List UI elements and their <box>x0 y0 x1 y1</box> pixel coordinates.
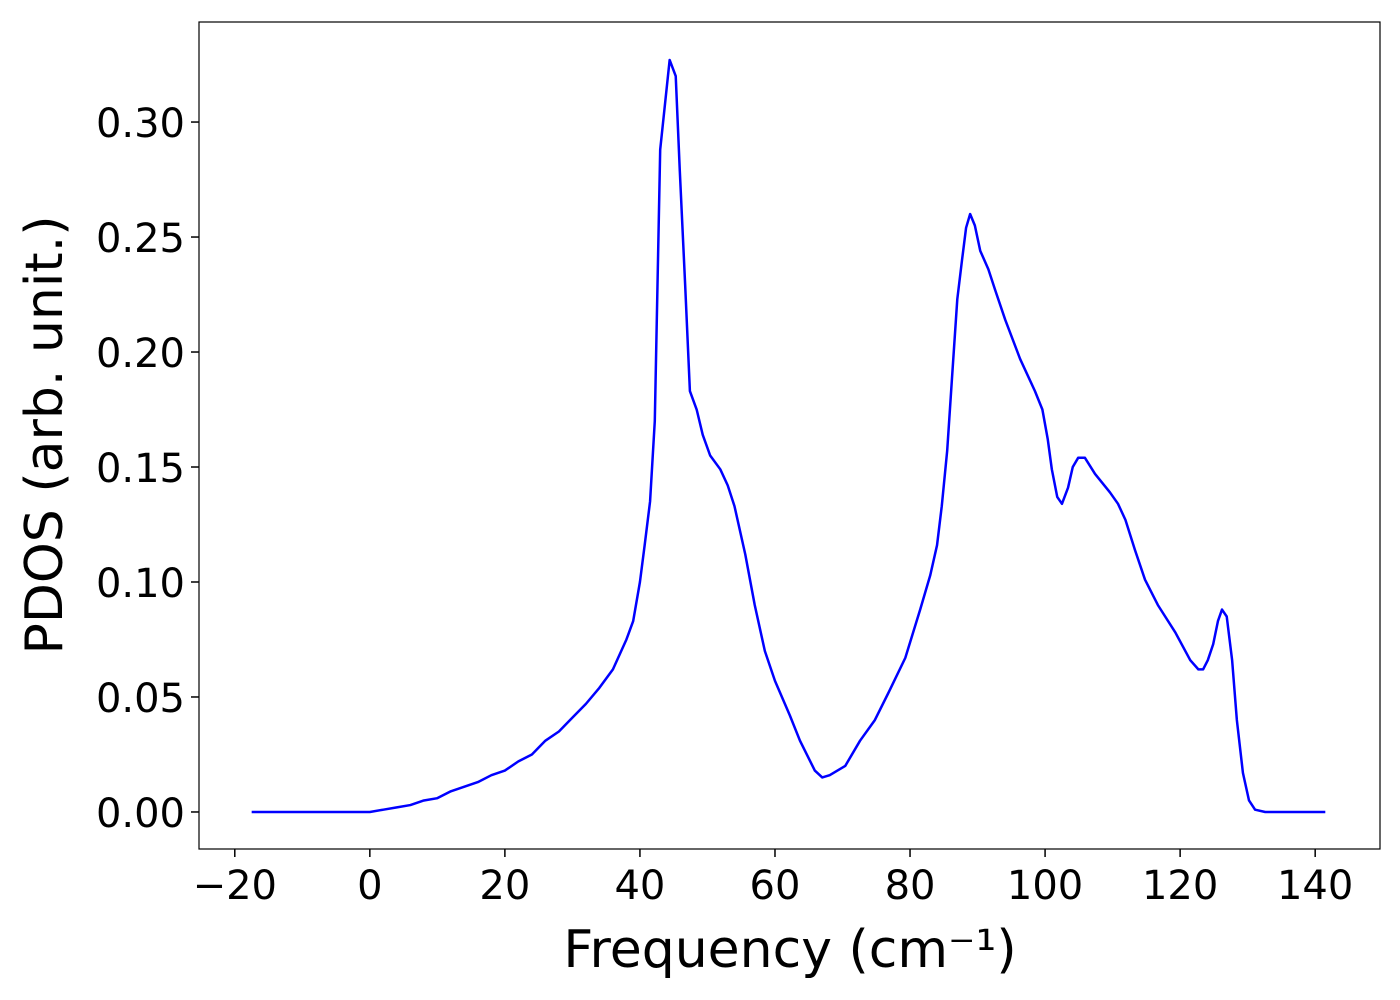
y-axis-label: PDOS (arb. unit.) <box>15 215 75 654</box>
plot-frame <box>198 21 1381 850</box>
y-tick-label: 0.20 <box>96 331 185 377</box>
y-tick-label: 0.10 <box>96 561 185 607</box>
y-tick-label: 0.00 <box>96 791 185 837</box>
y-tick-label: 0.30 <box>96 101 185 147</box>
y-tick-label: 0.05 <box>96 676 185 722</box>
data-line <box>251 58 1326 814</box>
x-tick-label: 100 <box>1007 863 1083 909</box>
x-axis-label: Frequency (cm⁻¹) <box>563 920 1016 980</box>
x-tick-label: −20 <box>193 863 277 909</box>
x-tick-label: 80 <box>885 863 936 909</box>
x-tick-label: 20 <box>479 863 530 909</box>
x-tick-label: 60 <box>750 863 801 909</box>
y-tick-label: 0.15 <box>96 446 185 492</box>
x-tick-label: 40 <box>614 863 665 909</box>
x-tick-label: 120 <box>1142 863 1218 909</box>
x-tick-label: 0 <box>357 863 382 909</box>
y-tick-label: 0.25 <box>96 216 185 262</box>
x-tick-label: 140 <box>1277 863 1353 909</box>
